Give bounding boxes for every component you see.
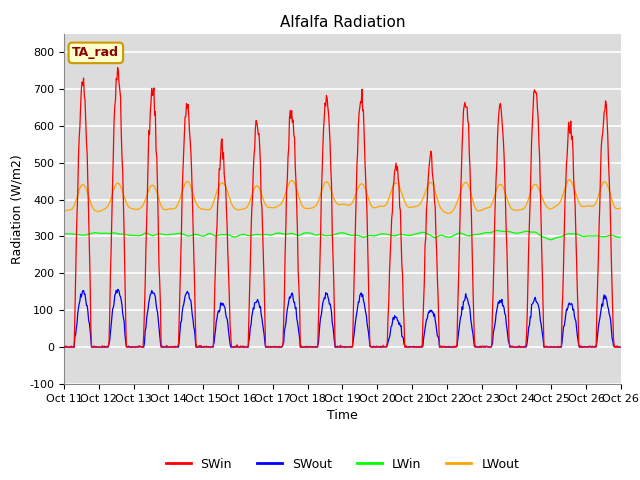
- Title: Alfalfa Radiation: Alfalfa Radiation: [280, 15, 405, 30]
- Legend: SWin, SWout, LWin, LWout: SWin, SWout, LWin, LWout: [161, 453, 524, 476]
- Y-axis label: Radiation (W/m2): Radiation (W/m2): [11, 154, 24, 264]
- Text: TA_rad: TA_rad: [72, 47, 119, 60]
- X-axis label: Time: Time: [327, 409, 358, 422]
